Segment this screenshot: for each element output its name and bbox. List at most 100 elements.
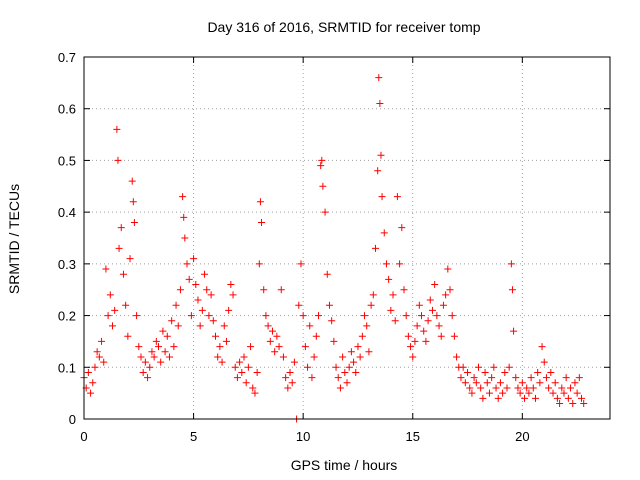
- data-point: [89, 379, 97, 387]
- data-point: [485, 389, 493, 397]
- data-point: [231, 363, 239, 371]
- data-point: [499, 389, 507, 397]
- data-point: [339, 353, 347, 361]
- data-point: [157, 358, 165, 366]
- data-point: [93, 348, 101, 356]
- data-point: [347, 348, 355, 356]
- y-tick-label: 0.6: [58, 102, 76, 117]
- data-point: [325, 301, 333, 309]
- data-point: [367, 301, 375, 309]
- data-point: [209, 317, 217, 325]
- data-point: [553, 394, 561, 402]
- data-point: [389, 291, 397, 299]
- data-point: [330, 337, 338, 345]
- data-point: [310, 353, 318, 361]
- data-point: [507, 260, 515, 268]
- data-point: [185, 275, 193, 283]
- data-point: [190, 255, 198, 263]
- data-point: [336, 384, 344, 392]
- data-point: [284, 384, 292, 392]
- data-point: [192, 281, 200, 289]
- y-tick-label: 0.7: [58, 50, 76, 65]
- data-point: [523, 384, 531, 392]
- data-point: [220, 322, 228, 330]
- y-tick-label: 0: [69, 412, 76, 427]
- data-point: [459, 363, 467, 371]
- data-point: [150, 353, 158, 361]
- data-point: [114, 156, 122, 164]
- y-tick-label: 0.2: [58, 309, 76, 324]
- data-point: [444, 265, 452, 273]
- data-point: [534, 368, 542, 376]
- data-point: [387, 306, 395, 314]
- data-point: [558, 384, 566, 392]
- data-point: [84, 368, 92, 376]
- data-point: [538, 343, 546, 351]
- data-point: [345, 363, 353, 371]
- data-point: [180, 213, 188, 221]
- data-point: [453, 353, 461, 361]
- data-point: [479, 394, 487, 402]
- data-point: [508, 286, 516, 294]
- data-point: [556, 399, 564, 407]
- data-point: [418, 312, 426, 320]
- data-point: [376, 100, 384, 108]
- y-tick-label: 0.4: [58, 205, 76, 220]
- data-point: [529, 384, 537, 392]
- data-point: [378, 193, 386, 201]
- data-point: [578, 394, 586, 402]
- data-point: [135, 343, 143, 351]
- data-point: [481, 368, 489, 376]
- data-point: [531, 394, 539, 402]
- data-point: [108, 322, 116, 330]
- grid-lines: [84, 57, 610, 419]
- data-point: [518, 379, 526, 387]
- x-tick-label: 5: [190, 429, 197, 444]
- data-point: [319, 182, 327, 190]
- data-point: [549, 389, 557, 397]
- data-point: [279, 353, 287, 361]
- data-point: [496, 379, 504, 387]
- data-point: [468, 389, 476, 397]
- data-point: [332, 363, 340, 371]
- axis-ticks: 0 0.1 0.2 0.3 0.4 0.5 0.6 0.7 0 5 10 15 20: [58, 50, 610, 444]
- data-point: [407, 343, 415, 351]
- data-point: [163, 332, 171, 340]
- data-point: [472, 379, 480, 387]
- data-point: [450, 332, 458, 340]
- data-point: [113, 125, 121, 133]
- data-point: [514, 384, 522, 392]
- data-point: [573, 389, 581, 397]
- data-point: [424, 317, 432, 325]
- data-point: [488, 374, 496, 382]
- data-point: [512, 374, 520, 382]
- data-point: [371, 244, 379, 252]
- data-point: [242, 379, 250, 387]
- data-point: [187, 312, 195, 320]
- data-point: [196, 322, 204, 330]
- data-point: [91, 363, 99, 371]
- data-point: [380, 229, 388, 237]
- data-point: [304, 363, 312, 371]
- data-point: [492, 384, 500, 392]
- x-tick-label: 10: [296, 429, 310, 444]
- data-point: [545, 384, 553, 392]
- data-point: [253, 368, 261, 376]
- data-point: [409, 353, 417, 361]
- data-point: [420, 327, 428, 335]
- data-point: [317, 162, 325, 170]
- x-tick-label: 20: [515, 429, 529, 444]
- data-point: [203, 286, 211, 294]
- data-point: [222, 337, 230, 345]
- data-point: [490, 363, 498, 371]
- data-point: [361, 312, 369, 320]
- data-point: [334, 374, 342, 382]
- data-point: [161, 348, 169, 356]
- data-point: [179, 193, 187, 201]
- y-axis-label: SRMTID / TECUs: [6, 184, 22, 294]
- data-point: [297, 260, 305, 268]
- data-point: [148, 348, 156, 356]
- data-point: [102, 265, 110, 273]
- data-point: [521, 394, 529, 402]
- data-point: [503, 384, 511, 392]
